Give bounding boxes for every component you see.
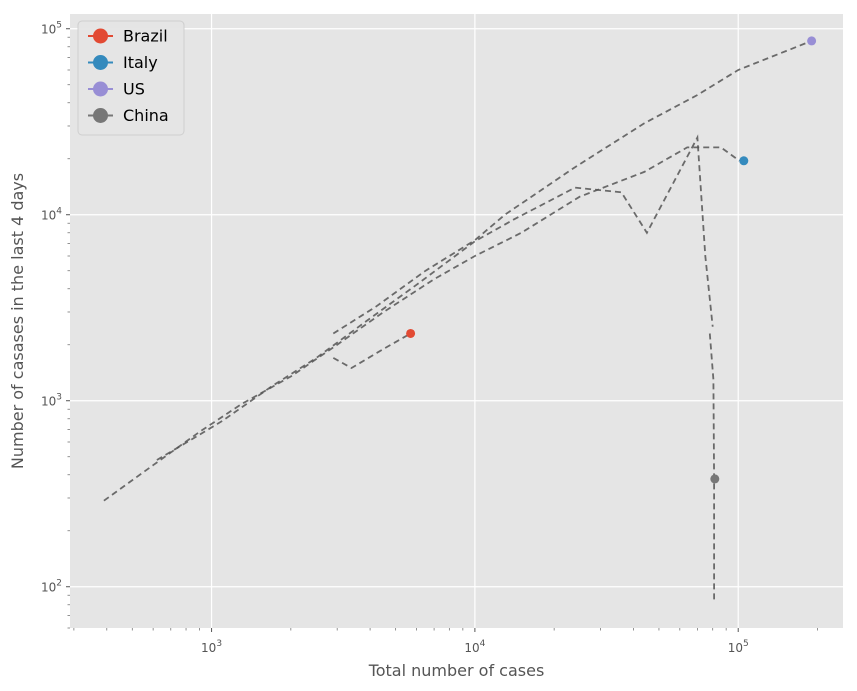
brazil-series-line [332, 332, 412, 370]
y-axis-title: Number of casases in the last 4 days [8, 173, 27, 469]
brazil-legend-marker [93, 28, 108, 44]
us-latest-point [807, 36, 817, 46]
italy-legend-marker [93, 55, 108, 70]
china-legend-marker [93, 108, 108, 123]
x-tick-label: 103 [201, 639, 222, 655]
legend-box [77, 20, 185, 136]
us-series-line [103, 146, 740, 502]
brazil-latest-point [406, 328, 416, 338]
y-axis-ticks: 102 103 104 105 [41, 21, 70, 595]
italy-latest-point [739, 156, 749, 166]
china-latest-point [710, 474, 720, 484]
x-tick-label: 104 [464, 639, 485, 655]
grid-lines [70, 14, 843, 628]
minor-ticks [67, 36, 818, 631]
china-legend-label: China [123, 106, 169, 125]
x-axis-title: Total number of cases [368, 661, 545, 680]
series-latest-points [406, 36, 817, 484]
us-legend-label: US [123, 80, 145, 99]
y-tick-label: 105 [41, 21, 62, 37]
china-series-line [332, 40, 812, 335]
legend: Brazil Italy US China [77, 20, 185, 136]
y-tick-label: 102 [41, 579, 62, 595]
brazil-legend-label: Brazil [123, 27, 168, 46]
italy-legend-label: Italy [123, 53, 158, 72]
china-series-tail [708, 333, 715, 603]
x-axis-ticks: 103 104 105 [201, 628, 749, 655]
series-lines [103, 40, 812, 603]
us-legend-marker [93, 81, 108, 97]
x-tick-label: 105 [728, 639, 749, 655]
plot-background [70, 14, 843, 628]
y-tick-label: 103 [41, 393, 62, 409]
y-tick-label: 104 [41, 207, 62, 223]
